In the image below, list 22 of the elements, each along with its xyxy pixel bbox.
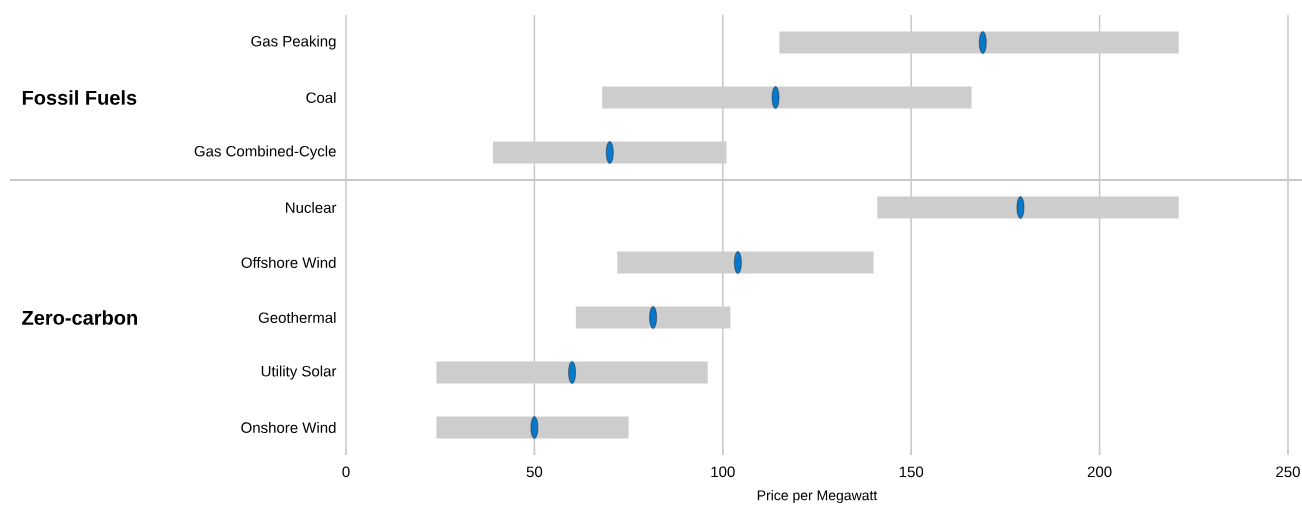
x-tick-label: 100 (711, 466, 735, 478)
x-tick-label: 0 (342, 466, 350, 478)
y-tick-label: Onshore Wind (241, 421, 336, 433)
x-tick-label: 200 (1087, 466, 1112, 478)
bar (436, 416, 629, 439)
bar (877, 196, 1179, 219)
x-tick-label: 150 (899, 466, 924, 478)
bar (575, 306, 731, 329)
bar (617, 251, 874, 274)
y-tick-label: Nuclear (286, 201, 337, 213)
y-tick-label: Geothermal (258, 311, 336, 323)
y-tick-label: Coal (306, 91, 336, 103)
y-tick-label: Offshore Wind (241, 256, 336, 268)
y-tick-label: Gas Peaking (251, 35, 336, 50)
x-tick-label: 250 (1276, 466, 1300, 478)
y-tick-label: Gas Combined-Cycle (194, 145, 336, 160)
x-tick-label: 50 (526, 466, 543, 478)
x-axis-title: Price per Megawatt (757, 490, 878, 504)
y-tick-label: Utility Solar (261, 365, 337, 380)
y-axis-title: Fossil Fuels (22, 90, 137, 105)
y-axis-title: Zero-carbon (22, 310, 137, 325)
bar (436, 361, 708, 384)
